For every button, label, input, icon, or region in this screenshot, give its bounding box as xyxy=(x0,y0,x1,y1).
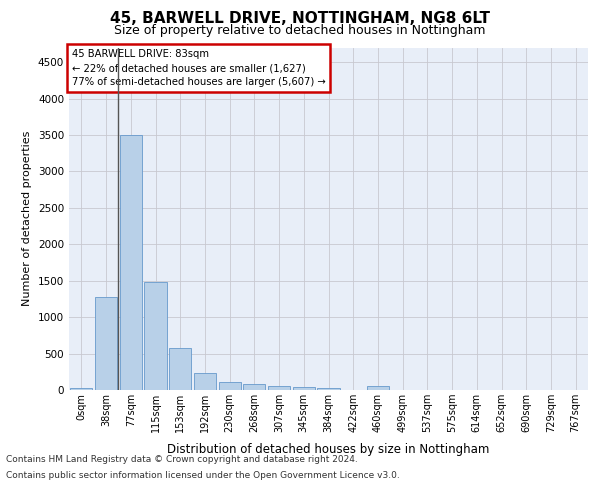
X-axis label: Distribution of detached houses by size in Nottingham: Distribution of detached houses by size … xyxy=(167,444,490,456)
Text: Contains HM Land Registry data © Crown copyright and database right 2024.: Contains HM Land Registry data © Crown c… xyxy=(6,455,358,464)
Bar xyxy=(119,135,142,390)
Bar xyxy=(268,386,290,390)
Bar xyxy=(243,384,265,390)
Bar xyxy=(95,298,117,390)
Bar xyxy=(317,388,340,390)
Bar xyxy=(194,372,216,390)
Bar xyxy=(367,386,389,390)
Bar xyxy=(169,348,191,390)
Text: 45 BARWELL DRIVE: 83sqm
← 22% of detached houses are smaller (1,627)
77% of semi: 45 BARWELL DRIVE: 83sqm ← 22% of detache… xyxy=(71,49,325,87)
Bar xyxy=(293,388,315,390)
Text: Contains public sector information licensed under the Open Government Licence v3: Contains public sector information licen… xyxy=(6,471,400,480)
Bar xyxy=(218,382,241,390)
Text: 45, BARWELL DRIVE, NOTTINGHAM, NG8 6LT: 45, BARWELL DRIVE, NOTTINGHAM, NG8 6LT xyxy=(110,11,490,26)
Y-axis label: Number of detached properties: Number of detached properties xyxy=(22,131,32,306)
Text: Size of property relative to detached houses in Nottingham: Size of property relative to detached ho… xyxy=(114,24,486,37)
Bar xyxy=(70,388,92,390)
Bar xyxy=(145,282,167,390)
